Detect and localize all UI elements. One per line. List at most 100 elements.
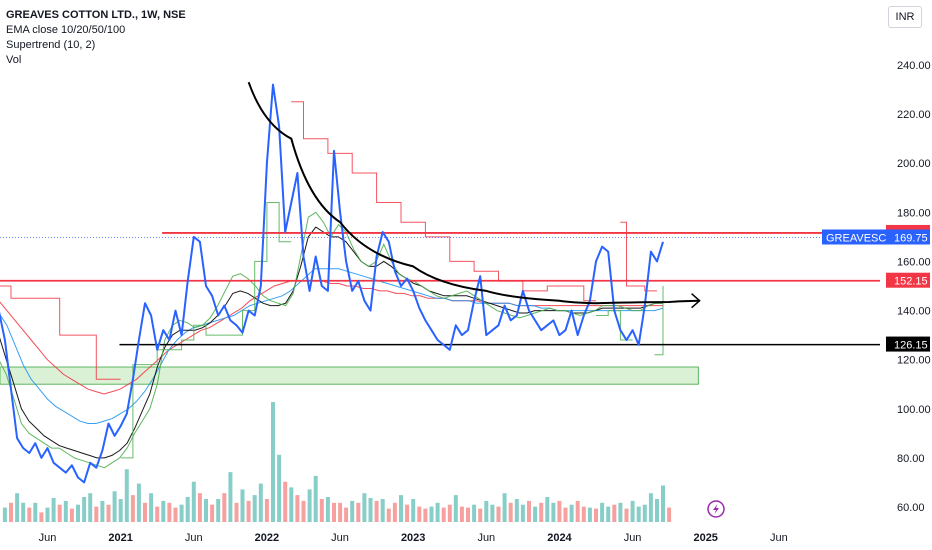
volume-bar xyxy=(466,507,470,522)
price-series-line xyxy=(0,83,664,484)
volume-bar xyxy=(307,489,312,522)
volume-bar xyxy=(155,506,160,522)
volume-bar xyxy=(301,500,306,522)
x-tick-label: 2021 xyxy=(108,532,132,544)
volume-bar xyxy=(76,504,80,522)
volume-bar xyxy=(533,506,538,522)
level-price-tag xyxy=(886,336,930,352)
volume-bar xyxy=(149,493,154,522)
symbol-title[interactable]: GREAVES COTTON LTD., 1W, NSE xyxy=(6,9,186,21)
volume-bar xyxy=(240,489,245,522)
volume-bar xyxy=(57,504,62,522)
volume-bar xyxy=(283,481,288,522)
volume-bar xyxy=(545,497,550,522)
volume-bar xyxy=(136,483,141,522)
x-tick-label: 2022 xyxy=(255,532,279,544)
volume-bar xyxy=(392,502,397,522)
volume-bar xyxy=(557,500,562,522)
volume-bar xyxy=(648,493,653,522)
volume-bar xyxy=(112,491,117,522)
volume-bar xyxy=(624,508,629,522)
y-tick-label: 200.00 xyxy=(897,158,931,170)
volume-bar xyxy=(143,502,147,522)
volume-bar xyxy=(9,502,13,522)
demand-zone-rect xyxy=(0,366,699,385)
volume-bar xyxy=(563,507,568,522)
volume-bar xyxy=(484,500,489,522)
volume-bar xyxy=(453,495,458,522)
volume-bar xyxy=(264,499,269,522)
ema20-line xyxy=(0,226,663,459)
volume-bar xyxy=(520,504,525,522)
volume-bar xyxy=(258,483,263,522)
symbol-name-tag xyxy=(822,229,886,245)
time-axis[interactable]: Jun 2021 Jun 2022 Jun 2023 Jun 2024 Jun 2025 Jun xyxy=(39,532,788,544)
volume-bar xyxy=(161,500,166,522)
volume-bar xyxy=(94,506,99,522)
x-tick-label: 2025 xyxy=(693,532,717,544)
volume-bar xyxy=(222,493,227,522)
volume-indicator-label[interactable]: Vol xyxy=(6,54,22,66)
volume-bar xyxy=(417,506,422,522)
volume-bars xyxy=(2,402,672,522)
y-tick-label: 180.00 xyxy=(897,207,931,219)
volume-bar xyxy=(368,498,373,522)
volume-bar xyxy=(661,485,665,522)
price-axis[interactable]: 60.00 80.00 100.00 120.00 140.00 160.00 180.00… xyxy=(897,60,931,514)
x-tick-label: Jun xyxy=(39,532,57,544)
volume-bar xyxy=(197,493,202,522)
volume-bar xyxy=(502,493,507,522)
volume-bar xyxy=(618,502,623,522)
volume-bar xyxy=(289,487,294,522)
y-tick-label: 220.00 xyxy=(897,109,931,121)
volume-bar xyxy=(551,502,556,522)
volume-bar xyxy=(411,499,416,522)
volume-bar xyxy=(69,508,74,522)
volume-bar xyxy=(490,504,495,522)
volume-bar xyxy=(45,507,50,522)
volume-bar xyxy=(350,500,355,522)
supertrend-indicator-label[interactable]: Supertrend (10, 2) xyxy=(6,39,96,51)
y-tick-label: 160.00 xyxy=(897,256,931,268)
volume-bar xyxy=(204,499,208,522)
x-tick-label: Jun xyxy=(185,532,203,544)
ema50-line xyxy=(0,268,664,424)
ema-lines xyxy=(0,211,664,469)
volume-bar xyxy=(252,495,257,522)
supertrend-down-segment xyxy=(0,285,121,380)
volume-bar xyxy=(124,469,129,522)
volume-bar xyxy=(100,500,105,522)
volume-bar xyxy=(527,500,531,522)
volume-bar xyxy=(642,504,647,522)
volume-bar xyxy=(472,504,477,522)
volume-bar xyxy=(33,502,38,522)
y-tick-label: 240.00 xyxy=(897,60,931,72)
curved-trendline xyxy=(247,81,700,305)
volume-bar xyxy=(234,502,239,522)
y-tick-label: 120.00 xyxy=(897,355,931,367)
volume-bar xyxy=(277,454,282,522)
x-tick-label: 2023 xyxy=(401,532,425,544)
level-price-tag-label: 152.15 xyxy=(894,276,928,288)
ema-indicator-label[interactable]: EMA close 10/20/50/100 xyxy=(6,24,126,36)
lightning-icon[interactable] xyxy=(707,500,725,518)
volume-bar xyxy=(600,502,605,522)
volume-bar xyxy=(173,507,178,522)
currency-button[interactable]: INR xyxy=(888,6,922,28)
symbol-name-tag-label: GREAVESCOT xyxy=(826,233,902,245)
volume-bar xyxy=(356,502,361,522)
volume-bar xyxy=(2,507,7,522)
volume-bar xyxy=(587,507,592,522)
volume-bar xyxy=(191,481,196,522)
supertrend-up-segment xyxy=(654,286,664,356)
last-price-tag-label: 169.75 xyxy=(894,233,928,245)
y-tick-label: 80.00 xyxy=(897,453,925,465)
volume-bar xyxy=(435,502,440,522)
volume-bar xyxy=(167,502,172,522)
price-line xyxy=(0,83,664,484)
x-tick-label: 2024 xyxy=(547,532,572,544)
volume-bar xyxy=(63,500,68,522)
volume-bar xyxy=(313,475,318,522)
